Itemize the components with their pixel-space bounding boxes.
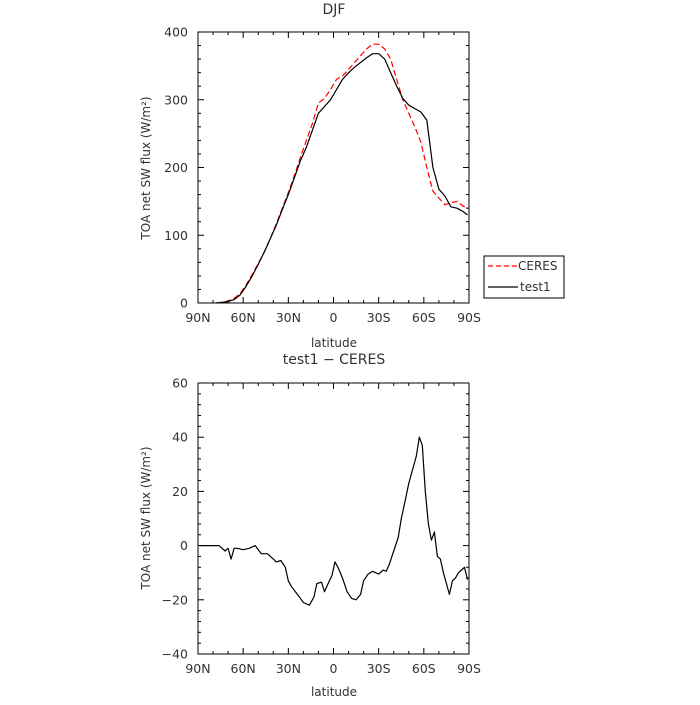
top-series-group bbox=[216, 43, 468, 304]
top-y-tick-label: 200 bbox=[164, 160, 188, 175]
top-x-tick-label: 90S bbox=[457, 310, 481, 325]
bottom-x-tick-label: 60N bbox=[231, 661, 256, 676]
top-y-tick-label: 300 bbox=[164, 92, 188, 107]
bottom-y-tick-label: 60 bbox=[172, 376, 188, 391]
top-x-tick-label: 60N bbox=[231, 310, 256, 325]
bottom-chart-title: test1 − CERES bbox=[283, 352, 386, 368]
top-series-line-test1 bbox=[216, 53, 468, 304]
bottom-x-ticks: 90N 60N 30N 0 30S 60S 90S bbox=[185, 383, 481, 676]
bottom-y-tick-label: −40 bbox=[162, 647, 188, 662]
bottom-x-tick-label: 0 bbox=[330, 661, 338, 676]
bottom-y-axis-label: TOA net SW flux (W/m²) bbox=[139, 446, 153, 590]
top-x-tick-label: 90N bbox=[185, 310, 210, 325]
top-y-tick-label: 0 bbox=[180, 296, 188, 311]
top-x-ticks: 90N 60N 30N 0 30S 60S 90S bbox=[185, 32, 481, 325]
top-series-line-ceres bbox=[216, 43, 468, 304]
legend-box bbox=[483, 255, 565, 299]
bottom-y-tick-label: −20 bbox=[162, 592, 188, 607]
legend-label-test1: test1 bbox=[520, 280, 551, 294]
top-x-tick-label: 60S bbox=[412, 310, 436, 325]
top-plot-frame bbox=[197, 31, 470, 304]
bottom-x-tick-label: 90S bbox=[457, 661, 481, 676]
bottom-x-tick-label: 30N bbox=[276, 661, 301, 676]
legend-label-ceres: CERES bbox=[518, 259, 558, 273]
top-x-tick-label: 30S bbox=[367, 310, 391, 325]
top-y-tick-label: 100 bbox=[164, 228, 188, 243]
top-y-tick-label: 400 bbox=[164, 25, 188, 40]
legend: CERES test1 bbox=[483, 255, 565, 299]
bottom-y-tick-label: 20 bbox=[172, 484, 188, 499]
top-y-ticks: 0 100 200 300 400 bbox=[164, 25, 469, 311]
top-x-tick-label: 30N bbox=[276, 310, 301, 325]
top-chart-title: DJF bbox=[323, 2, 346, 18]
bottom-y-tick-label: 40 bbox=[172, 430, 188, 445]
top-y-axis-label: TOA net SW flux (W/m²) bbox=[139, 96, 153, 240]
bottom-y-tick-label: 0 bbox=[180, 538, 188, 553]
bottom-y-ticks: −40 −20 0 20 40 60 bbox=[162, 376, 469, 662]
bottom-x-tick-label: 30S bbox=[367, 661, 391, 676]
bottom-x-tick-label: 90N bbox=[185, 661, 210, 676]
bottom-series-group bbox=[199, 436, 469, 606]
panel-top: DJF 90N 60N 30N 0 30S 60S 90S 0 100 200 300 400 la… bbox=[139, 2, 565, 350]
top-x-axis-label: latitude bbox=[311, 336, 357, 350]
bottom-series-line-difference bbox=[199, 436, 469, 606]
top-x-tick-label: 0 bbox=[330, 310, 338, 325]
bottom-x-axis-label: latitude bbox=[311, 685, 357, 699]
panel-bottom: test1 − CERES 90N 60N 30N 0 30S 60S 90S −40 −20… bbox=[139, 352, 481, 699]
bottom-x-tick-label: 60S bbox=[412, 661, 436, 676]
